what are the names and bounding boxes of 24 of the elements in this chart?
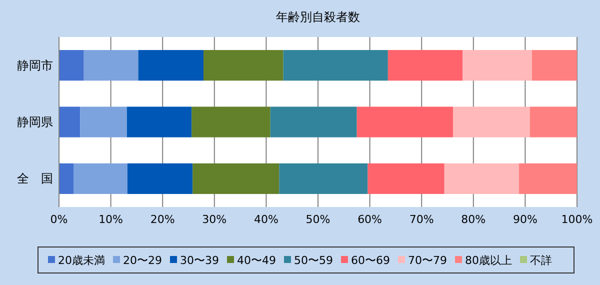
legend-label: 20〜29 <box>123 254 162 267</box>
legend-label: 不詳 <box>530 254 552 267</box>
title: 年齢別自殺者数 <box>276 10 360 24</box>
x-tick-label: 0% <box>50 213 68 226</box>
legend-label: 60〜69 <box>351 254 390 267</box>
x-tick-label: 100% <box>561 213 593 226</box>
x-tick-label: 30% <box>202 213 227 226</box>
category-label: 静岡市 <box>17 58 53 72</box>
x-tick-label: 70% <box>409 213 434 226</box>
x-tick-label: 50% <box>306 213 330 226</box>
legend-label: 40〜49 <box>237 254 276 267</box>
x-tick-label: 90% <box>512 213 538 226</box>
x-tick-label: 40% <box>254 213 278 226</box>
x-tick-label: 80% <box>461 213 486 226</box>
legend-label: 20歳未満 <box>58 254 105 267</box>
category-label: 全 国 <box>17 172 53 186</box>
x-tick-label: 10% <box>98 213 124 226</box>
x-tick-label: 60% <box>358 213 382 226</box>
legend-label: 70〜79 <box>408 254 447 267</box>
legend-label: 80歳以上 <box>465 254 512 267</box>
legend-label: 30〜39 <box>180 254 219 267</box>
x-tick-label: 20% <box>150 213 175 226</box>
category-label: 静岡県 <box>17 115 53 129</box>
legend-label: 50〜59 <box>294 254 333 267</box>
